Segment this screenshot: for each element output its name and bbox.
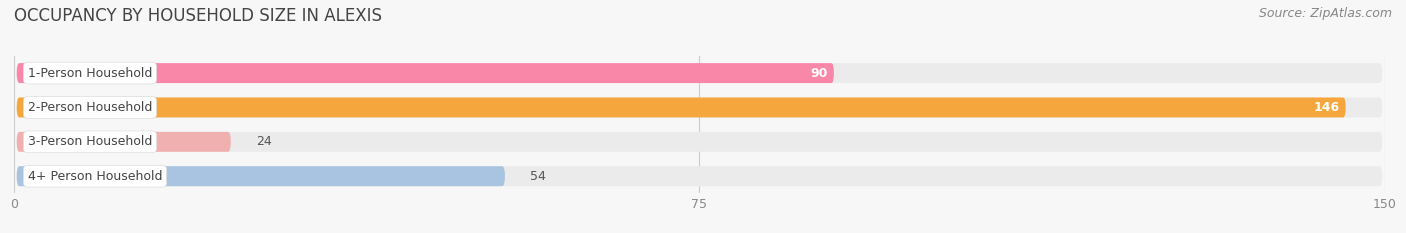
Text: 24: 24 <box>256 135 271 148</box>
FancyBboxPatch shape <box>17 132 231 152</box>
Text: Source: ZipAtlas.com: Source: ZipAtlas.com <box>1258 7 1392 20</box>
FancyBboxPatch shape <box>17 166 505 186</box>
FancyBboxPatch shape <box>17 132 1382 152</box>
Text: 90: 90 <box>810 67 827 80</box>
FancyBboxPatch shape <box>17 63 834 83</box>
Text: 1-Person Household: 1-Person Household <box>28 67 152 80</box>
Text: 2-Person Household: 2-Person Household <box>28 101 152 114</box>
FancyBboxPatch shape <box>17 97 1382 117</box>
Text: 4+ Person Household: 4+ Person Household <box>28 170 162 183</box>
FancyBboxPatch shape <box>17 166 1382 186</box>
Text: OCCUPANCY BY HOUSEHOLD SIZE IN ALEXIS: OCCUPANCY BY HOUSEHOLD SIZE IN ALEXIS <box>14 7 382 25</box>
FancyBboxPatch shape <box>17 97 1346 117</box>
Text: 146: 146 <box>1313 101 1340 114</box>
Text: 54: 54 <box>530 170 547 183</box>
FancyBboxPatch shape <box>17 63 1382 83</box>
Text: 3-Person Household: 3-Person Household <box>28 135 152 148</box>
